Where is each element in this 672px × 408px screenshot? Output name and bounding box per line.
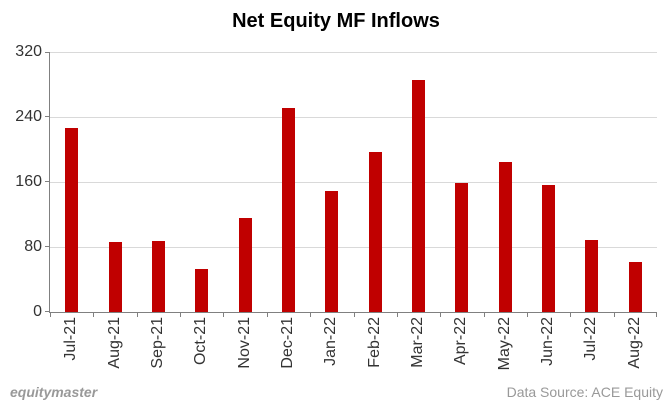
y-axis-tick: [45, 52, 49, 53]
x-axis-tick: [354, 313, 355, 317]
gridline-160: [50, 181, 657, 183]
bar-aug-21: [108, 242, 122, 312]
x-tick-label-aug-22: Aug-22: [625, 317, 643, 369]
x-tick-label-jul-21: Jul-21: [62, 317, 80, 361]
x-tick-label-aug-21: Aug-21: [105, 317, 123, 369]
x-axis-tick: [50, 313, 51, 317]
y-axis-tick: [45, 181, 49, 182]
x-tick-label-dec-21: Dec-21: [278, 317, 296, 369]
x-tick-label-jul-22: Jul-22: [582, 317, 600, 361]
bar-mar-22: [412, 80, 426, 312]
x-axis-tick: [570, 313, 571, 317]
bar-oct-21: [195, 268, 209, 312]
x-axis-tick: [137, 313, 138, 317]
bar-jan-22: [325, 190, 339, 312]
y-axis-tick: [45, 116, 49, 117]
y-tick-label-80: 80: [24, 238, 42, 255]
bar-dec-21: [281, 108, 295, 312]
x-axis-tick: [180, 313, 181, 317]
data-source-label: Data Source: ACE Equity: [506, 384, 663, 400]
brand-logo-text: equitymaster: [10, 384, 98, 400]
x-axis-tick: [267, 313, 268, 317]
gridline-320: [50, 52, 657, 53]
x-axis-tick: [656, 313, 657, 317]
y-axis-tick: [45, 311, 49, 312]
x-axis-tick: [484, 313, 485, 317]
bar-sep-21: [151, 240, 165, 312]
bar-may-22: [498, 161, 512, 312]
y-axis-tick: [45, 246, 49, 247]
x-axis-tick: [397, 313, 398, 317]
x-tick-label-sep-21: Sep-21: [148, 317, 166, 369]
x-tick-label-jun-22: Jun-22: [539, 317, 557, 366]
y-tick-label-320: 320: [15, 43, 42, 60]
plot-area: [45, 52, 657, 317]
x-tick-label-mar-22: Mar-22: [409, 317, 427, 368]
gridline-80: [50, 246, 657, 248]
footer: equitymaster Data Source: ACE Equity: [0, 382, 672, 400]
x-tick-label-jan-22: Jan-22: [322, 317, 340, 366]
x-tick-label-apr-22: Apr-22: [452, 317, 470, 366]
y-tick-label-160: 160: [15, 173, 42, 190]
bar-jul-21: [65, 128, 79, 312]
chart-title: Net Equity MF Inflows: [232, 10, 440, 32]
x-tick-label-nov-21: Nov-21: [235, 317, 253, 369]
x-axis-tick: [527, 313, 528, 317]
x-axis-tick: [223, 313, 224, 317]
x-axis-tick: [93, 313, 94, 317]
bar-nov-21: [238, 217, 252, 312]
x-axis-tick: [614, 313, 615, 317]
bar-apr-22: [455, 182, 469, 312]
bar-jun-22: [542, 185, 556, 312]
bar-jul-22: [585, 239, 599, 312]
gridline-240: [50, 116, 657, 118]
x-axis-tick: [440, 313, 441, 317]
x-axis-tick: [310, 313, 311, 317]
x-tick-label-may-22: May-22: [495, 317, 513, 371]
x-tick-label-oct-21: Oct-21: [192, 317, 210, 366]
bar-aug-22: [628, 261, 642, 312]
y-tick-label-240: 240: [15, 108, 42, 125]
bar-feb-22: [368, 151, 382, 312]
y-tick-label-0: 0: [33, 303, 42, 320]
x-tick-label-feb-22: Feb-22: [365, 317, 383, 368]
